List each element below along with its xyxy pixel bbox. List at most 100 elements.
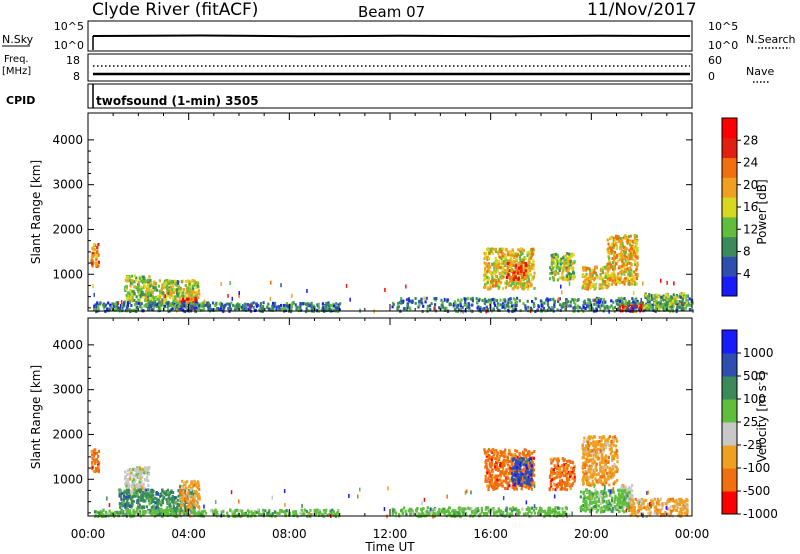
scatter-cell <box>128 299 131 303</box>
scatter-cell <box>576 304 580 308</box>
scatter-cell <box>633 240 636 244</box>
scatter-cell <box>483 307 486 311</box>
scatter-cell <box>514 301 517 305</box>
scatter-cell <box>648 294 651 298</box>
scatter-cell <box>289 303 292 307</box>
scatter-cell <box>554 269 557 273</box>
scatter-cell <box>513 473 517 477</box>
scatter-cell <box>562 305 565 309</box>
scatter-cell <box>177 301 180 305</box>
scatter-cell <box>227 293 229 298</box>
scatter-cell <box>663 298 667 301</box>
scatter-cell <box>90 258 93 262</box>
scatter-cell <box>522 479 525 483</box>
scatter-cell <box>617 240 620 243</box>
scatter-cell <box>653 301 656 305</box>
scatter-cell <box>97 463 100 467</box>
scatter-cell <box>134 469 137 472</box>
scatter-cell <box>127 480 130 484</box>
scatter-cell <box>597 297 600 300</box>
scatter-cell <box>141 512 145 516</box>
scatter-cell <box>479 306 482 310</box>
scatter-cell <box>620 268 623 271</box>
scatter-cell <box>619 281 622 285</box>
scatter-cell <box>185 286 189 290</box>
scatter-cell <box>194 489 198 493</box>
scatter-cell <box>491 461 494 465</box>
scatter-cell <box>499 451 502 455</box>
scatter-cell <box>93 292 95 297</box>
scatter-cell <box>190 297 193 301</box>
scatter-cell <box>188 294 191 298</box>
scatter-cell <box>91 254 94 258</box>
scatter-cell <box>334 306 337 310</box>
scatter-cell <box>150 293 153 297</box>
scatter-cell <box>491 276 494 280</box>
scatter-cell <box>507 273 510 277</box>
scatter-cell <box>186 300 189 304</box>
scatter-cell <box>399 301 402 305</box>
scatter-cell <box>511 461 514 465</box>
scatter-cell <box>281 510 284 513</box>
scatter-cell <box>490 455 493 459</box>
scatter-cell <box>557 459 560 463</box>
scatter-cell <box>471 303 474 307</box>
scatter-cell <box>294 512 297 516</box>
scatter-cell <box>485 299 488 303</box>
scatter-cell <box>597 301 600 305</box>
scatter-cell <box>172 295 175 299</box>
scatter-cell <box>484 270 487 274</box>
scatter-cell <box>336 511 339 515</box>
scatter-cell <box>680 307 683 311</box>
scatter-cell <box>238 508 241 512</box>
scatter-cell <box>561 261 564 265</box>
scatter-cell <box>176 305 179 309</box>
scatter-cell <box>601 266 604 270</box>
scatter-cell <box>486 281 489 285</box>
scatter-cell <box>173 288 177 292</box>
scatter-cell <box>503 474 506 477</box>
scatter-cell <box>507 259 510 263</box>
scatter-cell <box>680 306 683 310</box>
scatter-cell <box>517 252 520 256</box>
scatter-cell <box>504 281 507 285</box>
scatter-cell <box>552 278 556 282</box>
scatter-cell <box>191 480 194 484</box>
scatter-cell <box>639 305 642 309</box>
scatter-cell <box>184 294 187 298</box>
scatter-cell <box>626 276 629 280</box>
scatter-cell <box>418 303 421 307</box>
scatter-cell <box>225 302 228 306</box>
scatter-cell <box>502 479 505 483</box>
scatter-cell <box>532 259 535 263</box>
scatter-cell <box>292 513 295 516</box>
scatter-cell <box>635 234 638 238</box>
scatter-cell <box>608 260 611 264</box>
scatter-cell <box>612 252 615 256</box>
scatter-cell <box>319 513 322 517</box>
scatter-cell <box>188 285 191 289</box>
scatter-cell <box>606 273 609 277</box>
scatter-cell <box>457 298 460 302</box>
scatter-cell <box>517 478 520 482</box>
scatter-cell <box>517 474 520 477</box>
scatter-cell <box>619 270 622 274</box>
scatter-cell <box>159 307 162 311</box>
scatter-cell <box>497 469 500 472</box>
scatter-cell <box>487 488 490 492</box>
scatter-cell <box>138 288 141 292</box>
colorbar-tick-label: 8 <box>743 245 751 259</box>
scatter-cell <box>655 299 658 303</box>
scatter-cell <box>558 303 562 307</box>
scatter-cell <box>595 308 598 312</box>
scatter-cell <box>669 305 672 309</box>
scatter-cell <box>501 484 504 488</box>
scatter-cell <box>630 282 633 286</box>
scatter-cell <box>616 303 620 306</box>
scatter-cell <box>558 469 561 473</box>
scatter-cell <box>175 506 178 510</box>
scatter-cell <box>141 279 144 283</box>
scatter-cell <box>550 265 553 269</box>
scatter-cell <box>494 468 497 472</box>
scatter-cell <box>124 490 127 494</box>
